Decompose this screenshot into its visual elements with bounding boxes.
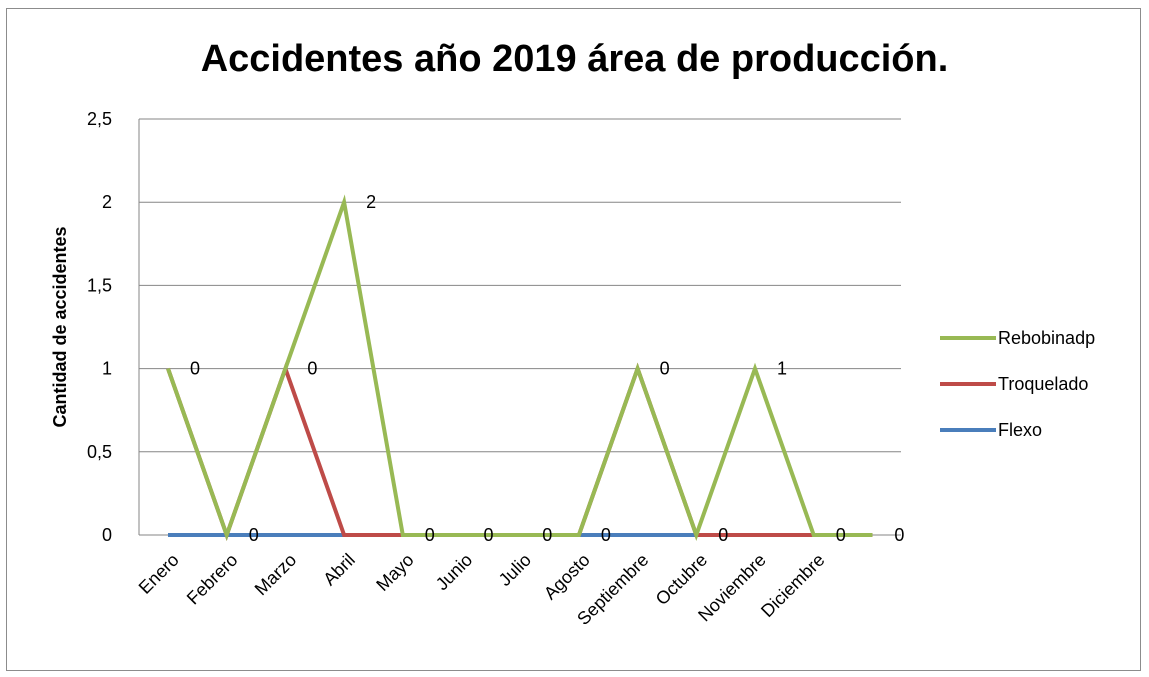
chart-title: Accidentes año 2019 área de producción. xyxy=(200,38,949,80)
data-labels: 0 0 0 2 0 0 0 0 0 0 1 0 0 xyxy=(190,192,904,545)
data-label: 0 xyxy=(249,525,259,545)
data-label: 0 xyxy=(542,525,552,545)
x-tick-label: Febrero xyxy=(183,550,242,609)
data-label: 0 xyxy=(718,525,728,545)
legend-label: Troquelado xyxy=(998,374,1088,394)
gridlines xyxy=(139,118,901,536)
data-label: 0 xyxy=(894,525,904,545)
data-label: 2 xyxy=(366,192,376,212)
series-line xyxy=(166,194,873,542)
data-label: 0 xyxy=(307,359,317,379)
y-tick-label: 0,5 xyxy=(87,442,112,462)
y-tick-label: 1,5 xyxy=(87,275,112,295)
data-label: 0 xyxy=(190,359,200,379)
data-label: 0 xyxy=(660,359,670,379)
y-tick-label: 2 xyxy=(102,192,112,212)
x-tick-label: Julio xyxy=(495,550,535,590)
y-tick-label: 0 xyxy=(102,525,112,545)
x-tick-label: Octubre xyxy=(652,550,711,609)
x-tick-label: Diciembre xyxy=(757,550,828,621)
series-lines xyxy=(166,194,873,542)
legend: Rebobinadp Troquelado Flexo xyxy=(940,328,1095,440)
data-label: 0 xyxy=(484,525,494,545)
x-tick-label: Junio xyxy=(432,550,477,595)
data-label: 1 xyxy=(777,359,787,379)
data-label: 0 xyxy=(836,525,846,545)
data-label: 0 xyxy=(601,525,611,545)
x-tick-label: Agosto xyxy=(540,550,594,604)
legend-label: Rebobinadp xyxy=(998,328,1095,348)
x-tick-label: Marzo xyxy=(251,550,301,600)
data-label: 0 xyxy=(425,525,435,545)
legend-label: Flexo xyxy=(998,420,1042,440)
x-tick-label: Abril xyxy=(319,550,359,590)
y-tick-label: 1 xyxy=(102,359,112,379)
y-tick-label: 2,5 xyxy=(87,109,112,129)
x-tick-label: Mayo xyxy=(372,550,417,595)
x-tick-label: Enero xyxy=(135,550,183,598)
y-axis-title: Cantidad de accidentes xyxy=(50,226,70,427)
